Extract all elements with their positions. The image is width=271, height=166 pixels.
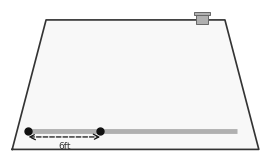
Bar [196, 12, 208, 24]
Bar [194, 12, 210, 15]
Text: 6ft: 6ft [58, 142, 70, 151]
Polygon shape [12, 20, 259, 149]
